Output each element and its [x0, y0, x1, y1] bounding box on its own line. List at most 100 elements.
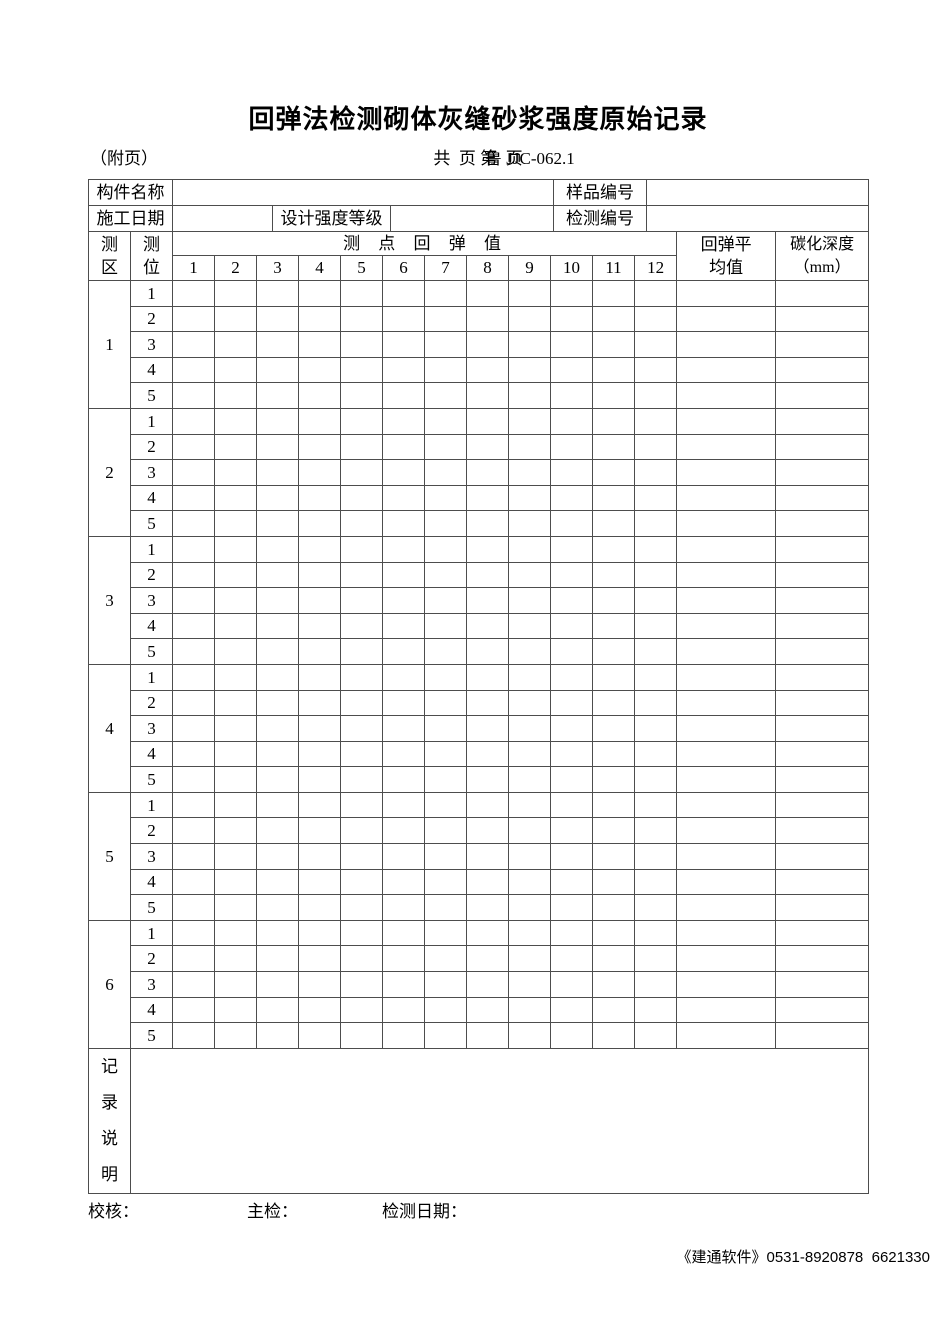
position-number-cell: 5 [130, 382, 173, 409]
position-number-cell: 3 [130, 331, 173, 358]
rebound-average-cell [676, 535, 777, 563]
rebound-average-cell [676, 817, 777, 845]
rebound-value-cell [298, 407, 341, 435]
rebound-value-cell [298, 817, 341, 845]
rebound-value-cell [382, 919, 425, 947]
carbonation-depth-cell [775, 971, 870, 998]
rebound-value-cell [172, 638, 215, 665]
point-numbers-row: 1 2 3 4 5 6 7 8 9 10 11 12 [89, 255, 869, 281]
rebound-value-cell [256, 715, 299, 742]
rebound-value-cell [214, 868, 257, 896]
rebound-value-cell [298, 1022, 341, 1049]
rebound-value-cell [466, 484, 509, 512]
position-number-cell: 2 [130, 945, 173, 973]
rebound-value-cell [466, 407, 509, 435]
position-number-cell: 4 [130, 868, 173, 896]
position-number-cell: 1 [130, 535, 173, 563]
rebound-value-cell [298, 280, 341, 307]
rebound-value-cell [298, 561, 341, 589]
rebound-value-cell [508, 459, 551, 486]
rebound-value-cell [214, 919, 257, 947]
position-number-cell: 1 [130, 663, 173, 691]
rebound-value-cell [382, 1022, 425, 1049]
rebound-value-cell [256, 1022, 299, 1049]
rebound-value-cell [298, 971, 341, 998]
rebound-value-cell [592, 587, 635, 614]
rebound-value-cell [214, 766, 257, 793]
position-number-cell: 4 [130, 356, 173, 384]
measurement-row: 2 [89, 945, 870, 973]
rebound-average-cell [676, 331, 777, 358]
measurement-row: 5 [89, 1022, 870, 1049]
rebound-value-cell [466, 535, 509, 563]
point-number-header: 11 [592, 255, 635, 281]
rebound-value-cell [382, 740, 425, 768]
position-number-cell: 3 [130, 971, 173, 998]
rebound-value-cell [424, 715, 467, 742]
rebound-value-cell [550, 996, 593, 1024]
rebound-average-cell [676, 715, 777, 742]
rebound-value-cell [633, 971, 678, 998]
rebound-value-cell [633, 868, 678, 896]
rebound-value-cell [466, 663, 509, 691]
construction-date-value [172, 205, 273, 232]
rebound-value-cell [424, 766, 467, 793]
grid-header-row-1: 测 区 测 位 测 点 回 弹 值 回弹平 均值 碳化深度 （mm） [88, 231, 870, 281]
rebound-value-cell [508, 356, 551, 384]
rebound-average-cell [676, 996, 777, 1024]
position-number-cell: 2 [130, 689, 173, 717]
rebound-average-cell [676, 843, 777, 870]
rebound-value-cell [592, 868, 635, 896]
rebound-value-cell [550, 689, 593, 717]
position-number-cell: 1 [130, 407, 173, 435]
rebound-value-cell [340, 305, 383, 333]
rebound-value-cell [550, 561, 593, 589]
chief-inspector-label: 主检： [247, 1201, 298, 1221]
rebound-value-cell [550, 638, 593, 665]
rebound-value-cell [466, 817, 509, 845]
position-number-cell: 4 [130, 740, 173, 768]
rebound-value-cell [466, 587, 509, 614]
rebound-value-cell [298, 791, 341, 819]
rebound-average-cell [676, 663, 777, 691]
rebound-value-cell [214, 356, 257, 384]
rebound-value-cell [633, 843, 678, 870]
rebound-value-cell [424, 356, 467, 384]
rebound-value-cell [172, 587, 215, 614]
rebound-value-cell [550, 280, 593, 307]
rebound-value-cell [382, 766, 425, 793]
rebound-value-cell [508, 510, 551, 537]
rebound-value-cell [592, 689, 635, 717]
rebound-value-cell [214, 971, 257, 998]
rebound-value-cell [340, 868, 383, 896]
measurement-row: 5 [89, 382, 870, 409]
component-name-value [171, 179, 555, 206]
carbonation-depth-cell [775, 612, 870, 640]
rebound-value-cell [424, 996, 467, 1024]
position-number-cell: 2 [130, 433, 173, 461]
rebound-value-cell [256, 561, 299, 589]
rebound-value-cell [508, 280, 551, 307]
position-number-cell: 1 [130, 791, 173, 819]
rebound-value-cell [550, 433, 593, 461]
rebound-value-cell [508, 612, 551, 640]
rebound-value-cell [466, 305, 509, 333]
rebound-value-cell [424, 868, 467, 896]
rebound-value-cell [466, 382, 509, 409]
rebound-value-cell [508, 587, 551, 614]
rebound-average-cell [676, 561, 777, 589]
carbonation-depth-cell [775, 356, 870, 384]
rebound-value-cell [592, 382, 635, 409]
rebound-value-cell [172, 868, 215, 896]
rebound-value-cell [214, 382, 257, 409]
point-number-header: 3 [256, 255, 299, 281]
carbonation-depth-cell [775, 740, 870, 768]
rebound-value-cell [256, 612, 299, 640]
rebound-value-cell [508, 535, 551, 563]
rebound-value-cell [633, 510, 678, 537]
rebound-value-cell [424, 612, 467, 640]
rebound-value-cell [592, 663, 635, 691]
